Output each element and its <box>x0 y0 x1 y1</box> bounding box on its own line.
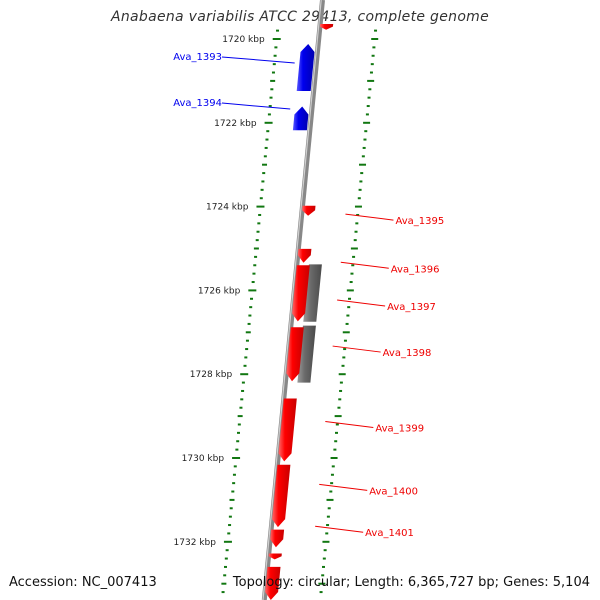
gene-label-leader <box>340 261 389 269</box>
gene-arrow-ava_1399 <box>278 398 297 462</box>
gene-arrow <box>268 553 282 560</box>
gene-arrow-ava_1401 <box>270 529 285 548</box>
gene-label: Ava_1393 <box>173 52 222 63</box>
gene-arrow <box>319 24 334 30</box>
gene-arrow-ava_1397 <box>292 265 310 322</box>
gene-label: Ava_1397 <box>387 302 436 313</box>
scale-label: 1722 kbp <box>214 119 257 129</box>
scale-label: 1728 kbp <box>190 370 233 380</box>
gene-label: Ava_1401 <box>365 528 414 539</box>
gene-label-leader <box>315 525 364 533</box>
scale-label: 1720 kbp <box>222 35 265 45</box>
gene-label: Ava_1400 <box>369 486 418 497</box>
gene-arrow-ava_1400 <box>272 464 291 528</box>
gene-label: Ava_1399 <box>375 423 424 434</box>
scale-label: 1732 kbp <box>174 538 217 548</box>
gene-label: Ava_1394 <box>173 98 222 109</box>
gene-label-leader <box>332 345 381 353</box>
gene-arrow <box>265 566 281 600</box>
gene-arrow-ava_1396 <box>297 248 312 263</box>
gene-label: Ava_1398 <box>383 348 432 359</box>
gene-label-leader <box>345 213 394 221</box>
gene-label-leader <box>221 102 291 110</box>
accession-label: Accession: NC_007413 <box>9 575 157 590</box>
gene-label-leader <box>221 56 295 64</box>
gene-label: Ava_1396 <box>391 264 440 275</box>
gene-arrow-ava_1394 <box>292 106 309 131</box>
gene-label-leader <box>325 420 374 428</box>
gene-arrow-ava_1395 <box>302 205 316 216</box>
scale-label: 1724 kbp <box>206 203 249 213</box>
genome-backbone-highlight <box>262 0 322 600</box>
gene-arrow-ava_1398 <box>286 327 304 382</box>
scale-label: 1726 kbp <box>198 286 241 296</box>
gene-label-leader <box>319 483 368 491</box>
gene-label: Ava_1395 <box>395 216 444 227</box>
gene-label-leader <box>337 299 386 307</box>
map-title: Anabaena variabilis ATCC 29413, complete… <box>110 9 490 25</box>
scale-label: 1730 kbp <box>182 454 225 464</box>
genome-info: Topology: circular; Length: 6,365,727 bp… <box>232 575 590 590</box>
gene-arrow-ava_1393 <box>296 44 315 91</box>
